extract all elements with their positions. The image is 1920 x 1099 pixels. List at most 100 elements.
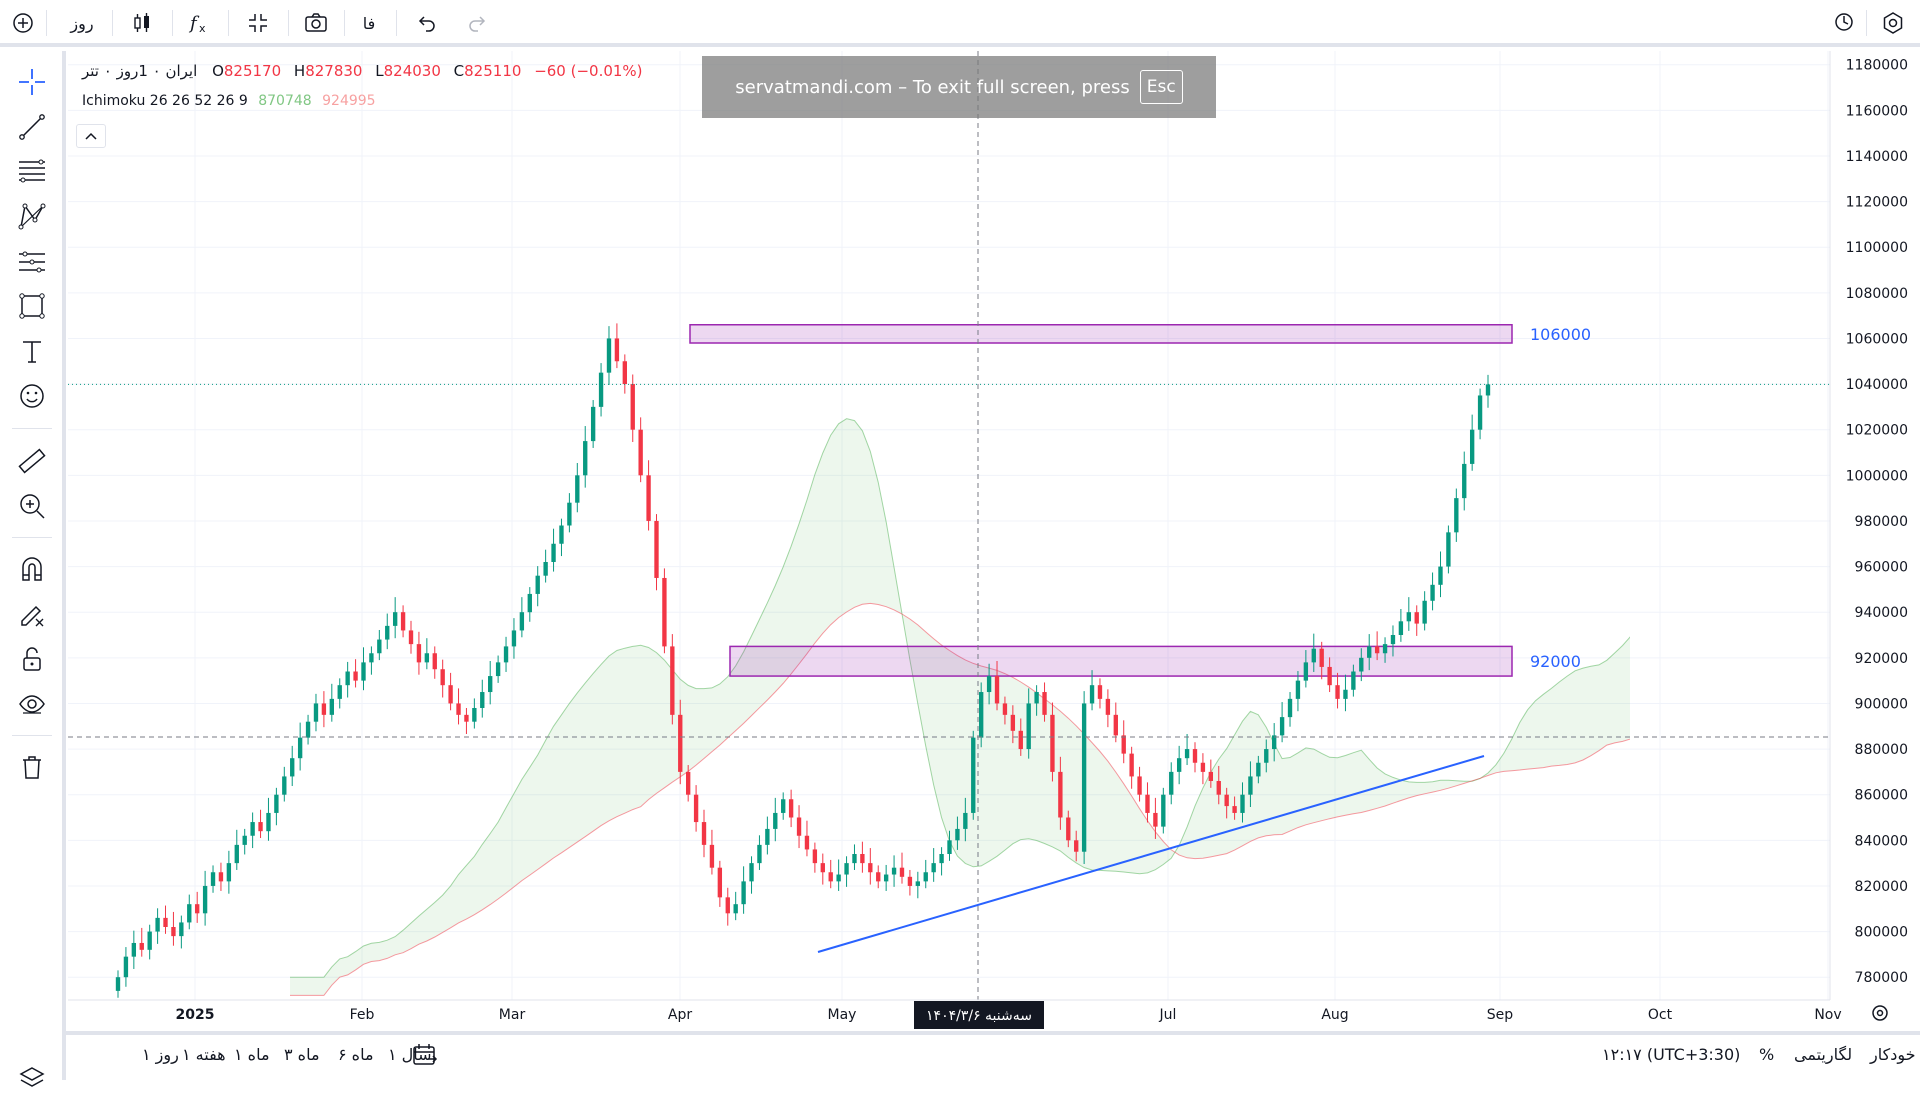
range-button[interactable]: هفته ۱ [182, 1045, 226, 1064]
symbol-name[interactable]: ایران ۰ 1روز ۰ تتر [82, 62, 198, 80]
magnet-icon[interactable] [12, 549, 52, 589]
undo-icon[interactable] [412, 8, 442, 38]
fib-retracement-icon[interactable] [12, 151, 52, 191]
rectangle-icon[interactable] [12, 286, 52, 326]
redo-icon[interactable] [462, 8, 492, 38]
candle [464, 708, 469, 735]
crosshair-icon[interactable] [12, 62, 52, 102]
candle [1232, 796, 1237, 820]
candle [1343, 674, 1348, 712]
candle [1454, 488, 1459, 542]
senkou-a-line [290, 418, 1630, 978]
trendline-icon[interactable] [12, 107, 52, 147]
candle [971, 730, 976, 820]
candle [171, 911, 176, 946]
add-symbol-icon[interactable] [8, 8, 38, 38]
candle [741, 866, 746, 914]
candle [226, 850, 232, 894]
candle [1248, 761, 1253, 808]
candle [1066, 810, 1071, 848]
range-button[interactable]: ماه ۶ [338, 1045, 374, 1064]
interval-button[interactable]: روز [70, 13, 94, 33]
candle [202, 870, 208, 926]
candle [1105, 689, 1111, 728]
candle [1002, 696, 1008, 725]
collapse-legend-button[interactable] [76, 124, 106, 148]
time-tick-label: Feb [350, 1007, 375, 1023]
range-button[interactable]: ماه ۱ [234, 1045, 270, 1064]
price-tick-label: 820000 [1855, 879, 1908, 895]
range-button[interactable]: ماه ۳ [284, 1045, 320, 1064]
candle [456, 688, 461, 725]
candle [139, 927, 144, 957]
eye-icon[interactable] [12, 684, 52, 724]
indicator-legend[interactable]: Ichimoku 26 26 52 26 9 870748 924995 [82, 93, 376, 109]
pattern-icon[interactable] [12, 196, 52, 236]
time-axis: 2025 Feb Mar Apr May Jul Aug Sep Oct Nov [68, 999, 1888, 1023]
candle [646, 460, 651, 531]
candles-icon[interactable] [124, 8, 160, 38]
candle [195, 891, 200, 923]
close-value: 825110 [464, 62, 522, 80]
candle [424, 638, 430, 670]
camera-icon[interactable] [298, 8, 334, 38]
timezone-label[interactable]: ۱۲:۱۷ (UTC+3:30) [1602, 1045, 1741, 1064]
candle [321, 691, 327, 728]
chart-overlay: 1039840981395943255885287سه‌شنبه ۱۴۰۴/۳/… [68, 51, 1912, 1029]
fullscreen-notice: servatmandi.com – To exit full screen, p… [702, 56, 1216, 118]
candle [733, 891, 738, 921]
candle [1287, 692, 1293, 727]
price-tick-label: 1180000 [1846, 58, 1908, 74]
quick-search-icon[interactable] [1830, 8, 1860, 38]
candle [179, 915, 184, 949]
forecast-icon[interactable] [12, 241, 52, 281]
time-tick-label: Apr [668, 1007, 692, 1023]
candle [907, 869, 913, 896]
candle [448, 672, 453, 711]
candle [290, 745, 295, 787]
candle [939, 847, 944, 876]
stay-drawing-icon[interactable] [12, 594, 52, 634]
language-button[interactable]: فا [362, 13, 376, 33]
candle [1485, 374, 1491, 408]
candle [1272, 723, 1277, 762]
price-tick-label: 800000 [1855, 925, 1908, 941]
high-value: 827830 [305, 62, 363, 80]
candle [1438, 551, 1443, 598]
date-range-icon[interactable] [412, 1043, 438, 1071]
candle [274, 787, 279, 826]
drawing-toolbar [0, 51, 66, 1087]
settings-icon[interactable] [1878, 8, 1908, 38]
candle [986, 663, 992, 705]
candle [1161, 787, 1166, 834]
candle [131, 930, 137, 969]
trash-icon[interactable] [12, 747, 52, 787]
lock-icon[interactable] [12, 639, 52, 679]
price-tick-label: 1000000 [1846, 468, 1908, 484]
candle [1018, 718, 1023, 756]
candle [1129, 746, 1134, 789]
log-toggle[interactable]: لگاریتمی [1794, 1045, 1853, 1064]
auto-toggle[interactable]: خودکار [1870, 1045, 1916, 1064]
zoom-in-icon[interactable] [12, 486, 52, 526]
percent-toggle[interactable]: % [1759, 1045, 1775, 1064]
range-button[interactable]: روز ۱ [142, 1045, 179, 1064]
emoji-icon[interactable] [12, 376, 52, 416]
indicator-value-1: 870748 [258, 93, 312, 109]
candle [297, 722, 303, 771]
candle [535, 566, 540, 607]
candle [1121, 720, 1126, 764]
candle [480, 679, 485, 718]
candle [1477, 388, 1483, 440]
exit-fullscreen-icon[interactable] [240, 8, 276, 38]
text-tool-icon[interactable] [12, 331, 52, 371]
price-tick-label: 960000 [1855, 560, 1908, 576]
candle [812, 842, 818, 873]
indicator-name: Ichimoku 26 26 52 26 9 [82, 93, 248, 109]
ruler-icon[interactable] [12, 441, 52, 481]
candle [931, 848, 936, 882]
candle [1295, 671, 1301, 712]
candle [242, 828, 247, 855]
